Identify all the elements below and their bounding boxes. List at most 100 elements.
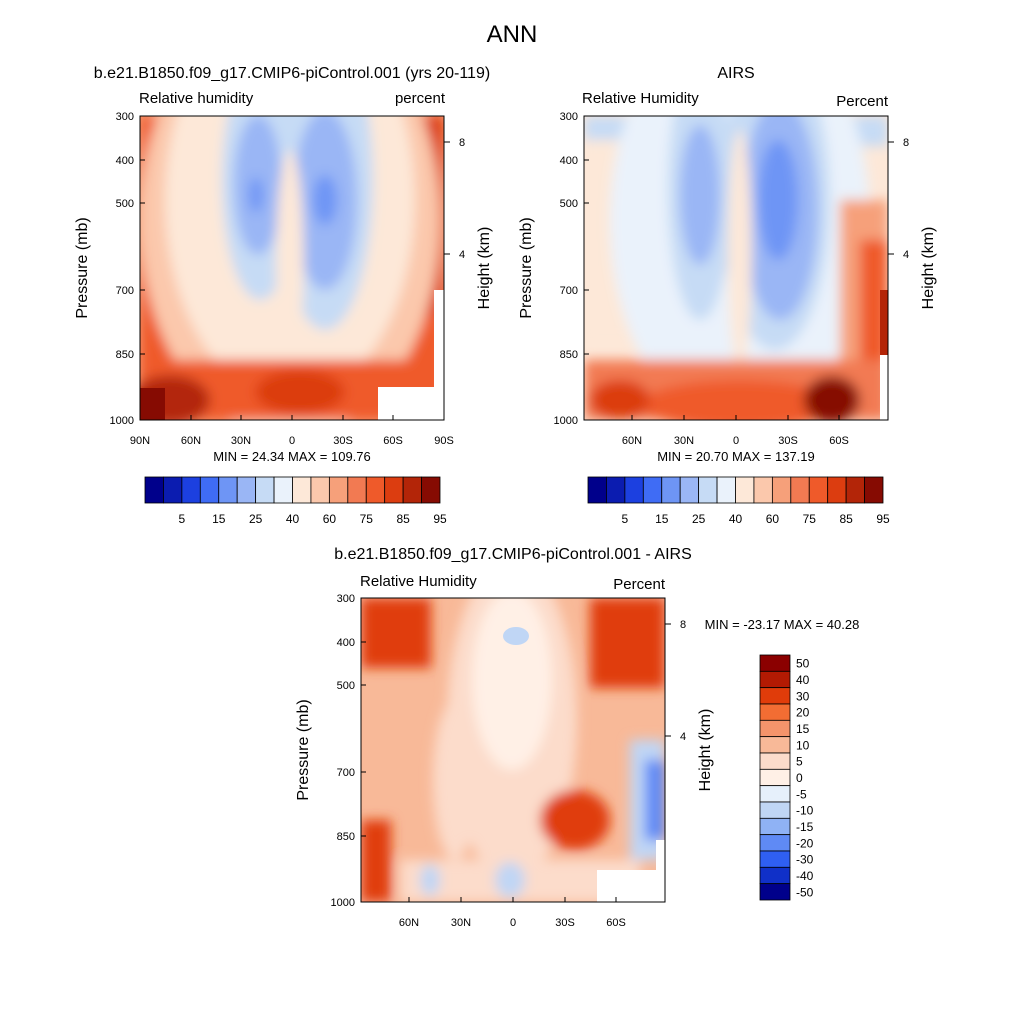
colorbar-swatch xyxy=(759,785,791,803)
x-tick-label: 90S xyxy=(434,435,454,447)
colorbar-swatch xyxy=(347,476,367,504)
y-right-tick-label: 4 xyxy=(903,249,909,261)
colorbar-label: 60 xyxy=(323,512,337,526)
y-axis-title: Pressure (mb) xyxy=(74,217,91,318)
x-tick-label: 60N xyxy=(622,435,642,447)
x-tick-label: 60S xyxy=(606,917,626,929)
colorbar-swatch xyxy=(310,476,330,504)
panel-model-stats: MIN = 24.34 MAX = 109.76 xyxy=(213,449,371,464)
y-right-tick-label: 8 xyxy=(459,137,465,149)
colorbar-label: 5 xyxy=(179,512,186,526)
y-tick-label: 500 xyxy=(337,680,355,692)
y-tick-label: 850 xyxy=(116,349,134,361)
colorbar-swatch xyxy=(273,476,293,504)
colorbar-label: 15 xyxy=(796,722,810,736)
colorbar-label: 5 xyxy=(622,512,629,526)
colorbar-label: 15 xyxy=(655,512,669,526)
panel-diff-left-label: Relative Humidity xyxy=(360,573,477,590)
colorbar-swatch xyxy=(759,883,791,901)
colorbar-swatch xyxy=(753,476,773,504)
x-tick-label: 30N xyxy=(674,435,694,447)
panel-diff-axes: 300 400 500 700 850 1000 8 4 60N 30N 0 30S 60S Pressu… xyxy=(295,593,714,929)
colorbar-swatch xyxy=(679,476,700,504)
x-tick-label: 0 xyxy=(510,917,516,929)
x-tick-label: 30S xyxy=(333,435,353,447)
colorbar-swatch xyxy=(759,687,791,705)
main-title: ANN xyxy=(487,21,538,48)
y-tick-label: 400 xyxy=(116,155,134,167)
y-right-axis-title: Height (km) xyxy=(476,227,493,310)
panel-model-field xyxy=(140,116,444,420)
colorbar-swatch xyxy=(402,476,422,504)
y-tick-label: 1000 xyxy=(331,897,355,909)
colorbar-swatch xyxy=(144,476,164,504)
colorbar-swatch xyxy=(759,850,791,868)
colorbar-swatch xyxy=(365,476,386,504)
colorbar-label: 25 xyxy=(249,512,263,526)
colorbar-label: 85 xyxy=(839,512,853,526)
x-tick-label: 30S xyxy=(778,435,798,447)
x-tick-label: 30N xyxy=(451,917,471,929)
y-axis-title: Pressure (mb) xyxy=(295,699,312,800)
colorbar-label: 0 xyxy=(796,771,803,785)
colorbar-label: 85 xyxy=(396,512,410,526)
y-right-axis-title: Height (km) xyxy=(697,709,714,792)
colorbar-swatch xyxy=(236,476,257,504)
panel-obs-right-label: Percent xyxy=(836,93,889,110)
y-tick-label: 400 xyxy=(560,155,578,167)
colorbar-label: 75 xyxy=(803,512,817,526)
panel-obs-field xyxy=(584,116,888,420)
colorbar-label: 40 xyxy=(286,512,300,526)
y-tick-label: 1000 xyxy=(554,415,578,427)
panel-obs-colorbar: 5 15 25 40 60 75 85 95 xyxy=(587,476,890,526)
panel-model: b.e21.B1850.f09_g17.CMIP6-piControl.001 … xyxy=(74,65,493,526)
colorbar-label: 95 xyxy=(433,512,447,526)
colorbar-swatch xyxy=(759,736,791,754)
colorbar-swatch xyxy=(759,752,791,770)
y-right-tick-label: 8 xyxy=(903,137,909,149)
y-right-axis-title: Height (km) xyxy=(920,227,937,310)
y-right-tick-label: 4 xyxy=(459,249,465,261)
colorbar-label: -40 xyxy=(796,869,814,883)
y-tick-label: 1000 xyxy=(110,415,134,427)
y-axis-title: Pressure (mb) xyxy=(518,217,535,318)
colorbar-swatch xyxy=(624,476,644,504)
y-tick-label: 700 xyxy=(560,285,578,297)
y-tick-label: 700 xyxy=(337,767,355,779)
colorbar-swatch xyxy=(181,476,201,504)
y-tick-label: 850 xyxy=(560,349,578,361)
x-tick-label: 60S xyxy=(383,435,403,447)
colorbar-label: 50 xyxy=(796,657,810,671)
colorbar-swatch xyxy=(735,476,755,504)
colorbar-swatch xyxy=(759,768,791,787)
colorbar-label: -50 xyxy=(796,885,814,899)
colorbar-label: 20 xyxy=(796,706,810,720)
panel-model-title: b.e21.B1850.f09_g17.CMIP6-piControl.001 … xyxy=(94,65,490,82)
colorbar-swatch xyxy=(759,817,791,836)
x-tick-label: 60N xyxy=(181,435,201,447)
colorbar-swatch xyxy=(328,476,349,504)
y-right-tick-label: 8 xyxy=(680,619,686,631)
x-tick-label: 30S xyxy=(555,917,575,929)
colorbar-swatch xyxy=(759,670,791,689)
panel-diff-right-label: Percent xyxy=(613,576,666,593)
colorbar-swatch xyxy=(421,476,441,504)
colorbar-label: 60 xyxy=(766,512,780,526)
y-tick-label: 500 xyxy=(116,198,134,210)
colorbar-label: 30 xyxy=(796,689,810,703)
colorbar-label: -5 xyxy=(796,787,807,801)
panel-obs-left-label: Relative Humidity xyxy=(582,90,699,107)
y-tick-label: 700 xyxy=(116,285,134,297)
colorbar-label: -10 xyxy=(796,804,814,818)
x-tick-label: 90N xyxy=(130,435,150,447)
y-tick-label: 400 xyxy=(337,637,355,649)
colorbar-swatch xyxy=(771,476,792,504)
colorbar-swatch xyxy=(759,801,791,819)
panel-diff-field xyxy=(361,598,665,902)
panel-obs: AIRS Relative Humidity Percent xyxy=(518,65,937,526)
colorbar-swatch xyxy=(759,654,791,672)
colorbar-swatch xyxy=(698,476,718,504)
